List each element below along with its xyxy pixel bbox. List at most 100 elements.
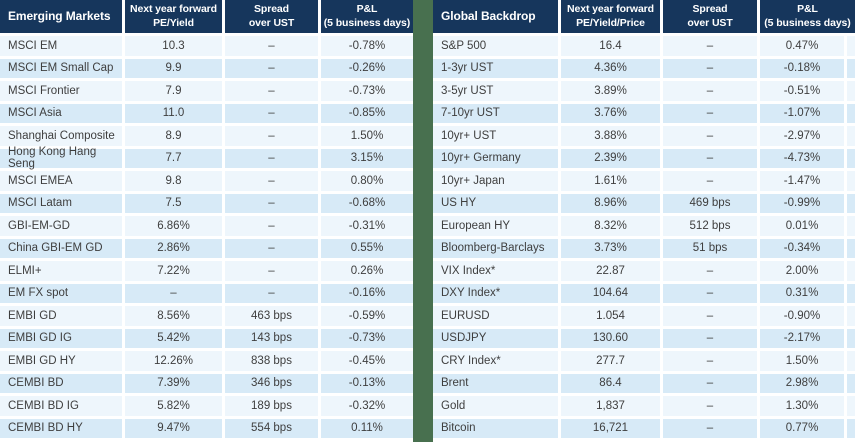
value-cell: 0.47% [760,36,844,56]
value-cell: 22.87 [561,261,660,281]
value-cell: 16,721 [561,418,660,438]
value-cell: 5.42% [125,328,222,348]
value-cell: 8.56% [125,306,222,326]
value-cell: 16.4 [561,36,660,56]
row-label-cell: EURUSD [433,306,558,326]
column-header-pnl: P&L (5 business days) [760,0,855,33]
value-cell: 2.00% [760,261,844,281]
cutoff-column-cell [847,103,855,123]
row-label-cell: Hong Kong Hang Seng [0,146,122,170]
row-label-cell: Bloomberg-Barclays [433,238,558,258]
value-cell: 277.7 [561,351,660,371]
value-cell: -0.73% [321,328,413,348]
value-cell: – [225,171,318,191]
value-cell: -0.18% [760,58,844,78]
value-cell: – [663,126,757,146]
value-cell: – [663,148,757,168]
value-cell: – [663,36,757,56]
value-cell: 130.60 [561,328,660,348]
row-label-cell: European HY [433,216,558,236]
value-cell: 12.26% [125,351,222,371]
cutoff-column-cell [847,283,855,303]
cutoff-column-cell [847,171,855,191]
value-cell: – [663,396,757,416]
cutoff-column-cell [847,36,855,56]
value-cell: 3.88% [561,126,660,146]
value-cell: 189 bps [225,396,318,416]
value-cell: – [663,171,757,191]
value-cell: – [663,81,757,101]
value-cell: -0.78% [321,36,413,56]
value-cell: 9.8 [125,171,222,191]
row-label-cell: Shanghai Composite [0,126,122,146]
row-label-cell: EMBI GD [0,306,122,326]
value-cell: – [225,193,318,213]
row-label-cell: S&P 500 [433,36,558,56]
cutoff-column-cell [847,261,855,281]
value-cell: 5.82% [125,396,222,416]
value-cell: 9.9 [125,58,222,78]
value-cell: -0.99% [760,193,844,213]
value-cell: 7.22% [125,261,222,281]
row-label-cell: MSCI Latam [0,193,122,213]
value-cell: -0.32% [321,396,413,416]
row-label-cell: CEMBI BD IG [0,396,122,416]
value-cell: – [663,373,757,393]
value-cell: 143 bps [225,328,318,348]
value-cell: 1.054 [561,306,660,326]
value-cell: 4.36% [561,58,660,78]
row-label-cell: MSCI EM Small Cap [0,58,122,78]
row-label-cell: 10yr+ Japan [433,171,558,191]
value-cell: – [225,103,318,123]
value-cell: 3.15% [321,148,413,168]
value-cell: – [663,328,757,348]
value-cell: 2.98% [760,373,844,393]
value-cell: 11.0 [125,103,222,123]
cutoff-column-cell [847,216,855,236]
row-label-cell: EMBI GD IG [0,328,122,348]
value-cell: -0.68% [321,193,413,213]
row-label-cell: China GBI-EM GD [0,238,122,258]
value-cell: 3.73% [561,238,660,258]
value-cell: 2.86% [125,238,222,258]
row-label-cell: CEMBI BD [0,373,122,393]
value-cell: 8.32% [561,216,660,236]
value-cell: – [225,126,318,146]
row-label-cell: Gold [433,396,558,416]
value-cell: – [663,306,757,326]
cutoff-column-cell [847,373,855,393]
value-cell: 0.80% [321,171,413,191]
row-label-cell: 1-3yr UST [433,58,558,78]
value-cell: 463 bps [225,306,318,326]
cutoff-column-cell [847,193,855,213]
value-cell: 2.39% [561,148,660,168]
cutoff-column-cell [847,418,855,438]
value-cell: -0.73% [321,81,413,101]
row-label-cell: 10yr+ UST [433,126,558,146]
value-cell: 1.30% [760,396,844,416]
value-cell: – [225,238,318,258]
value-cell: 51 bps [663,238,757,258]
value-cell: 838 bps [225,351,318,371]
value-cell: 512 bps [663,216,757,236]
value-cell: 1,837 [561,396,660,416]
value-cell: -0.34% [760,238,844,258]
value-cell: -1.47% [760,171,844,191]
value-cell: 0.31% [760,283,844,303]
value-cell: 104.64 [561,283,660,303]
value-cell: 7.7 [125,148,222,168]
row-label-cell: 7-10yr UST [433,103,558,123]
value-cell: -2.17% [760,328,844,348]
value-cell: – [125,283,222,303]
value-cell: -0.90% [760,306,844,326]
value-cell: – [663,283,757,303]
value-cell: 7.5 [125,193,222,213]
value-cell: -0.85% [321,103,413,123]
row-label-cell: MSCI Frontier [0,81,122,101]
value-cell: 0.01% [760,216,844,236]
value-cell: -0.45% [321,351,413,371]
row-label-cell: MSCI EM [0,36,122,56]
value-cell: -2.97% [760,126,844,146]
value-cell: 6.86% [125,216,222,236]
